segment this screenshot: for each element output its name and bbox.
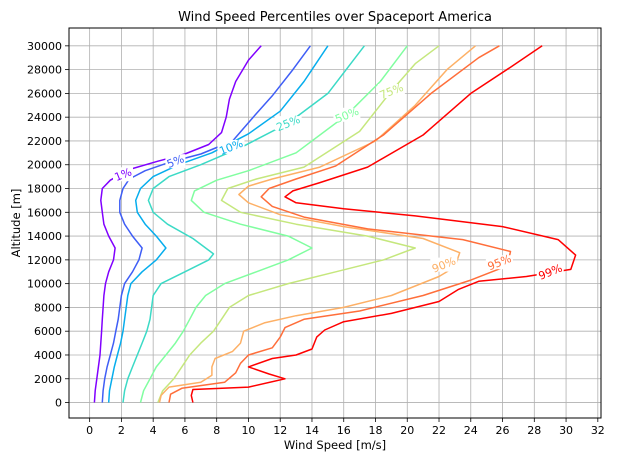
contour-label-bg xyxy=(274,116,302,131)
x-tick-label: 18 xyxy=(368,424,382,437)
contour-label-5pct: 5% xyxy=(165,152,186,171)
x-tick-label: 20 xyxy=(400,424,414,437)
y-tick-label: 10000 xyxy=(27,278,62,291)
y-tick-label: 30000 xyxy=(27,40,62,53)
contour-label-bg xyxy=(165,154,186,169)
y-tick-label: 20000 xyxy=(27,159,62,172)
series-lines xyxy=(93,45,577,403)
contour-label-1pct: 1% xyxy=(113,165,134,184)
y-tick-label: 16000 xyxy=(27,206,62,219)
series-line-1pct xyxy=(93,45,262,403)
y-tick-label: 6000 xyxy=(34,325,62,338)
x-tick-label: 24 xyxy=(464,424,478,437)
x-axis-label: Wind Speed [m/s] xyxy=(284,438,386,452)
series-line-99pct xyxy=(190,45,577,403)
x-tick-label: 32 xyxy=(591,424,605,437)
x-tick-label: 12 xyxy=(273,424,287,437)
series-line-75pct xyxy=(157,45,440,403)
contour-labels: 1%5%10%25% 50%75%90% 95% 99% xyxy=(113,81,564,283)
x-tick-label: 6 xyxy=(181,424,188,437)
gridlines xyxy=(69,28,601,418)
contour-label-bg xyxy=(377,84,405,99)
contour-label-bg xyxy=(217,139,245,154)
contour-label-bg xyxy=(112,167,133,182)
y-axis-label: Altitude [m] xyxy=(9,189,23,258)
y-tick-label: 28000 xyxy=(27,64,62,77)
series-line-50pct xyxy=(139,45,408,403)
y-tick-label: 26000 xyxy=(27,87,62,100)
y-tick-label: 4000 xyxy=(34,349,62,362)
plot-frame xyxy=(68,27,602,419)
y-tick-label: 14000 xyxy=(27,230,62,243)
y-tick-label: 24000 xyxy=(27,111,62,124)
y-tick-label: 18000 xyxy=(27,183,62,196)
x-tick-label: 8 xyxy=(213,424,220,437)
contour-label-bg xyxy=(430,257,458,272)
y-tick-label: 2000 xyxy=(34,373,62,386)
x-tick-label: 0 xyxy=(86,424,93,437)
series-line-5pct xyxy=(101,45,312,403)
series-line-95pct xyxy=(168,45,512,403)
chart-title: Wind Speed Percentiles over Spaceport Am… xyxy=(178,10,492,25)
x-tick-label: 14 xyxy=(305,424,319,437)
y-tick-label: 0 xyxy=(55,397,62,410)
series-line-90pct xyxy=(158,45,476,403)
x-axis-ticks: 0 2 4 6 8 10 12 14 16 18 20 22 24 26 28 30 32 xyxy=(86,418,605,437)
x-tick-label: 26 xyxy=(496,424,510,437)
x-tick-label: 22 xyxy=(432,424,446,437)
y-axis-ticks: 0 2000 4000 6000 8000 10000 12000 14000 16000 180… xyxy=(27,40,69,410)
series-line-25pct xyxy=(122,45,365,403)
y-tick-label: 12000 xyxy=(27,254,62,267)
y-tick-label: 8000 xyxy=(34,301,62,314)
x-tick-label: 2 xyxy=(118,424,125,437)
x-tick-label: 16 xyxy=(337,424,351,437)
contour-label-bg xyxy=(333,107,361,122)
x-tick-label: 28 xyxy=(527,424,541,437)
series-line-10pct xyxy=(107,45,329,403)
x-tick-label: 30 xyxy=(559,424,573,437)
y-tick-label: 22000 xyxy=(27,135,62,148)
x-tick-label: 10 xyxy=(241,424,255,437)
contour-label-bg xyxy=(536,264,564,279)
contour-label-bg xyxy=(485,255,513,270)
x-tick-label: 4 xyxy=(150,424,157,437)
